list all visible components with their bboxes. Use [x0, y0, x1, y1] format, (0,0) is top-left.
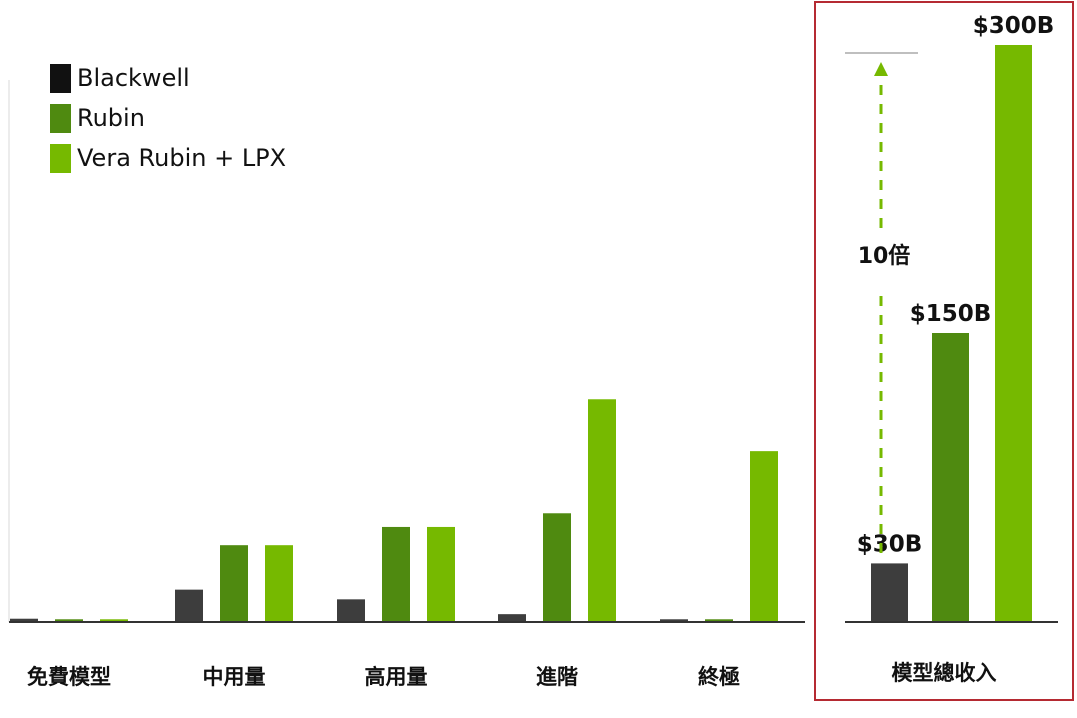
legend-swatch-vera-rubin-lpx — [50, 143, 71, 173]
bar-rubin-0 — [55, 619, 83, 621]
bar-rubin-3 — [543, 513, 571, 621]
legend-label-blackwell: Blackwell — [77, 64, 190, 92]
bar-blackwell-0 — [10, 618, 38, 621]
bar-vera-rubin-lpx-2 — [427, 526, 455, 621]
bar-vera-rubin-lpx-0 — [100, 619, 128, 621]
main-bars-group — [10, 399, 778, 621]
total-bar-blackwell — [871, 563, 908, 621]
total-revenue-highlight-frame — [814, 1, 1074, 701]
total-value-label-vera-rubin-lpx: $300B — [973, 13, 1055, 39]
legend: Blackwell Rubin Vera Rubin + LPX — [50, 58, 286, 178]
bar-vera-rubin-lpx-4 — [750, 451, 778, 621]
bar-rubin-2 — [382, 526, 410, 621]
legend-swatch-rubin — [50, 103, 71, 133]
growth-arrow — [874, 62, 888, 553]
bar-rubin-4 — [705, 619, 733, 621]
arrow-head-icon — [874, 62, 888, 76]
legend-item-rubin: Rubin — [50, 98, 286, 138]
category-label-4: 終極 — [698, 665, 740, 689]
category-label-0: 免費模型 — [27, 665, 111, 689]
legend-item-blackwell: Blackwell — [50, 58, 286, 98]
bar-vera-rubin-lpx-1 — [265, 545, 293, 621]
legend-label-vera-rubin-lpx: Vera Rubin + LPX — [77, 144, 287, 172]
legend-label-rubin: Rubin — [77, 104, 145, 132]
multiplier-label: 10倍 — [858, 243, 911, 269]
bar-blackwell-2 — [337, 599, 365, 621]
total-bar-vera-rubin-lpx — [995, 45, 1032, 621]
legend-item-vera-rubin-lpx: Vera Rubin + LPX — [50, 138, 286, 178]
bar-blackwell-4 — [660, 619, 688, 621]
category-labels-group: 免費模型 中用量 高用量 進階 終極 — [27, 665, 740, 689]
total-bar-rubin — [932, 333, 969, 621]
total-bars-group: $30B $150B $300B 模型總收入 — [857, 13, 1055, 685]
total-value-label-blackwell: $30B — [857, 531, 923, 557]
category-label-1: 中用量 — [203, 665, 266, 689]
category-label-3: 進階 — [536, 665, 578, 689]
bar-rubin-1 — [220, 545, 248, 621]
legend-swatch-blackwell — [50, 63, 71, 93]
bar-blackwell-3 — [498, 614, 526, 621]
category-label-total: 模型總收入 — [892, 661, 997, 685]
total-value-label-rubin: $150B — [910, 301, 992, 327]
category-label-2: 高用量 — [365, 665, 428, 689]
bar-blackwell-1 — [175, 589, 203, 621]
bar-vera-rubin-lpx-3 — [588, 399, 616, 621]
